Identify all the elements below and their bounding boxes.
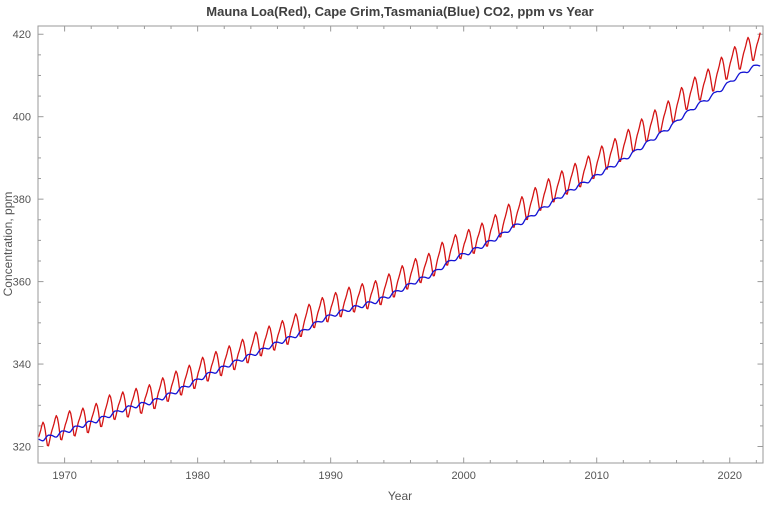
series-line-1 [38, 64, 761, 442]
svg-text:360: 360 [13, 277, 31, 289]
svg-text:380: 380 [13, 194, 31, 206]
chart-title: Mauna Loa(Red), Cape Grim,Tasmania(Blue)… [206, 4, 593, 19]
plot-frame [37, 25, 764, 464]
svg-text:2000: 2000 [451, 470, 475, 482]
svg-text:400: 400 [13, 112, 31, 124]
svg-text:2010: 2010 [584, 470, 608, 482]
axis-tick-labels: 1970 1980 1990 2000 2010 2020 320 340 360 380 400 4… [13, 29, 742, 482]
series-mauna-loa-red [38, 32, 761, 447]
svg-text:420: 420 [13, 29, 31, 41]
svg-text:340: 340 [13, 359, 31, 371]
svg-text:1990: 1990 [318, 470, 342, 482]
x-axis-label: Year [388, 489, 412, 503]
svg-text:1980: 1980 [185, 470, 209, 482]
series-cape-grim-blue [38, 64, 761, 442]
svg-text:1970: 1970 [52, 470, 76, 482]
svg-text:2020: 2020 [718, 470, 742, 482]
svg-text:320: 320 [13, 442, 31, 454]
axis-ticks [38, 26, 763, 463]
y-axis-label: Concentration, ppm [1, 192, 15, 297]
series-line-0 [38, 32, 761, 447]
